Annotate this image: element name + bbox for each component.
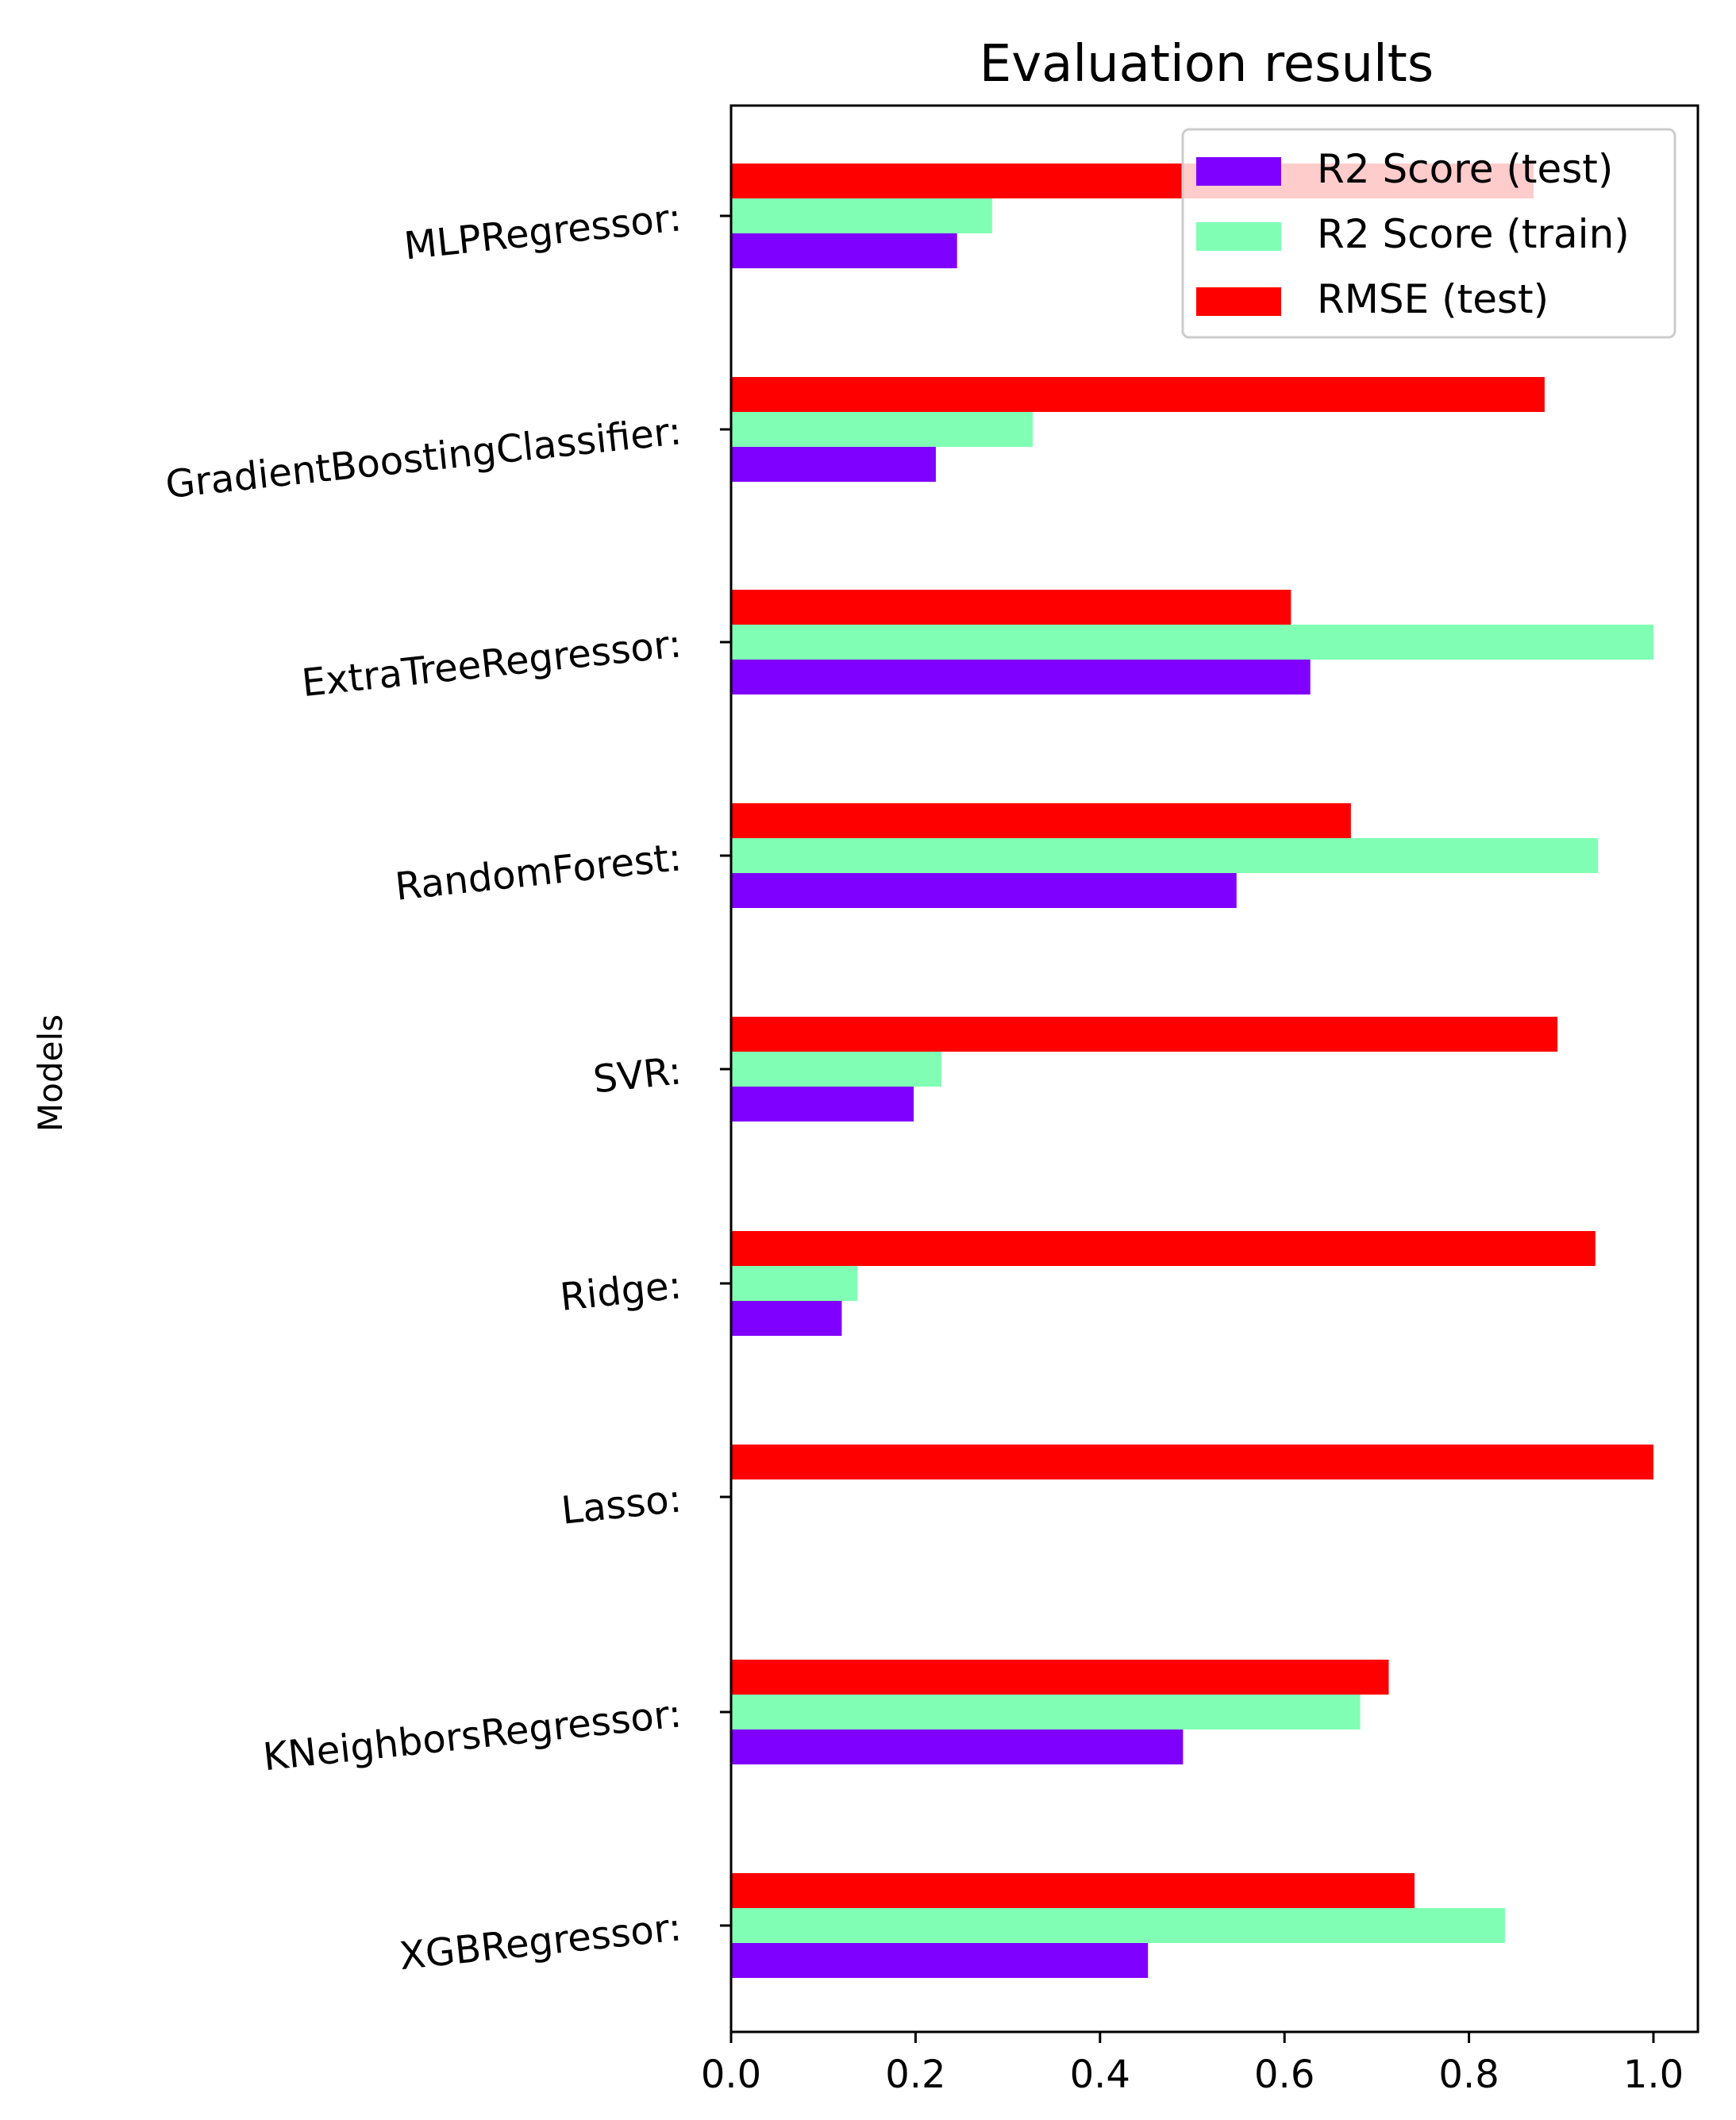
- category-label-ridge: Ridge:: [558, 1263, 683, 1320]
- category-label-kneighborsregressor: KNeighborsRegressor:: [261, 1691, 684, 1779]
- bar-ridge-rmse-test: [731, 1231, 1596, 1266]
- bar-gradientboostingclassifier-rmse-test: [731, 377, 1545, 412]
- bar-extratreeregressor-r2-score-test: [731, 660, 1311, 694]
- x-tick-label: 0.4: [1070, 2053, 1130, 2097]
- bars-layer: [731, 164, 1653, 1978]
- x-tick-label: 0.2: [885, 2053, 945, 2097]
- bar-gradientboostingclassifier-r2-score-test: [731, 447, 936, 482]
- bar-lasso-rmse-test: [731, 1445, 1653, 1479]
- bar-extratreeregressor-rmse-test: [731, 590, 1291, 625]
- y-axis-label: Models: [31, 1014, 70, 1132]
- bar-svr-rmse-test: [731, 1017, 1558, 1052]
- legend-swatch-r2-score-test: [1196, 157, 1281, 186]
- category-label-extratreeregressor: ExtraTreeRegressor:: [299, 621, 683, 706]
- bar-mlpregressor-r2-score-train: [731, 198, 992, 233]
- category-label-lasso: Lasso:: [560, 1476, 684, 1533]
- bar-gradientboostingclassifier-r2-score-train: [731, 412, 1033, 447]
- legend-swatch-r2-score-train: [1196, 222, 1281, 251]
- bar-randomforest-r2-score-train: [731, 838, 1599, 873]
- bar-kneighborsregressor-rmse-test: [731, 1660, 1389, 1695]
- bar-ridge-r2-score-train: [731, 1266, 858, 1301]
- bar-xgbregressor-r2-score-train: [731, 1908, 1505, 1943]
- legend-box: [1181, 128, 1676, 339]
- x-tick-label: 1.0: [1623, 2053, 1684, 2097]
- legend-label-rmse-test: RMSE (test): [1317, 276, 1549, 322]
- bar-kneighborsregressor-r2-score-test: [731, 1729, 1184, 1764]
- x-tick-label: 0.8: [1438, 2053, 1499, 2097]
- bar-kneighborsregressor-r2-score-train: [731, 1695, 1361, 1729]
- bar-extratreeregressor-r2-score-train: [731, 625, 1653, 660]
- bar-randomforest-rmse-test: [731, 803, 1351, 838]
- legend-label-r2-score-train: R2 Score (train): [1317, 211, 1630, 257]
- category-label-gradientboostingclassifier: GradientBoostingClassifier:: [164, 409, 683, 507]
- bar-svr-r2-score-train: [731, 1052, 941, 1087]
- category-label-mlpregressor: MLPRegressor:: [402, 195, 683, 268]
- legend-swatch-rmse-test: [1196, 287, 1281, 316]
- x-tick-label: 0.6: [1254, 2053, 1315, 2097]
- bar-svr-r2-score-test: [731, 1087, 914, 1122]
- bar-ridge-r2-score-test: [731, 1301, 842, 1336]
- legend-label-r2-score-test: R2 Score (test): [1317, 146, 1613, 192]
- x-tick-label: 0.0: [701, 2053, 761, 2097]
- bar-randomforest-r2-score-test: [731, 873, 1237, 908]
- category-label-svr: SVR:: [591, 1048, 684, 1102]
- legend: R2 Score (test) R2 Score (train) RMSE (tes…: [1181, 128, 1676, 339]
- category-label-randomforest: RandomForest:: [393, 835, 683, 910]
- category-label-xgbregressor: XGBRegressor:: [397, 1905, 683, 1979]
- chart-title: Evaluation results: [980, 35, 1434, 94]
- bar-xgbregressor-r2-score-test: [731, 1943, 1149, 1978]
- bar-mlpregressor-r2-score-test: [731, 233, 957, 268]
- bar-xgbregressor-rmse-test: [731, 1873, 1415, 1908]
